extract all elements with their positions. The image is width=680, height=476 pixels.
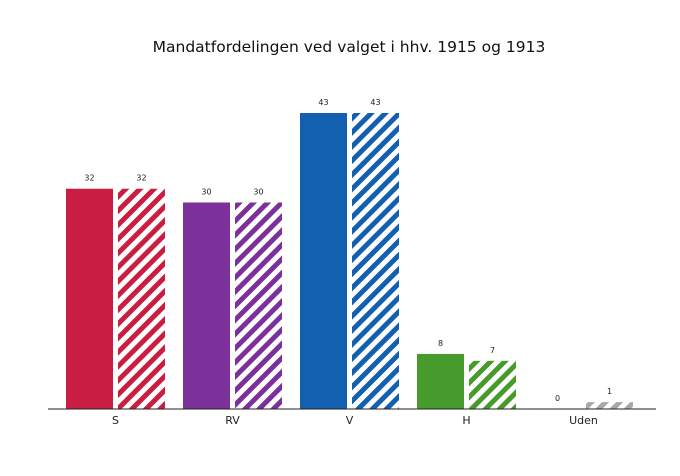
chart-title: Mandatfordelingen ved valget i hhv. 1915… — [153, 38, 546, 56]
value-label-h-solid: 8 — [438, 339, 443, 348]
category-labels-layer: S RV V H Uden — [112, 414, 598, 427]
bar-rv-hatched — [235, 202, 282, 409]
bar-h-solid — [417, 353, 464, 409]
value-label-rv-solid: 30 — [201, 187, 211, 196]
category-label-v: V — [346, 414, 354, 427]
value-label-s-solid: 32 — [84, 174, 94, 183]
value-label-v-solid: 43 — [318, 98, 328, 107]
bar-s-solid — [66, 188, 113, 409]
value-label-rv-hatched: 30 — [253, 187, 263, 196]
bar-s-hatched — [118, 188, 165, 409]
value-label-h-hatched: 7 — [490, 346, 495, 355]
value-labels-layer: 32 32 30 30 43 43 8 7 0 1 — [84, 98, 612, 403]
bar-v-solid — [300, 113, 347, 409]
value-label-s-hatched: 32 — [136, 174, 146, 183]
bar-uden-hatched — [586, 402, 633, 409]
bars-layer — [66, 113, 633, 409]
bar-h-hatched — [469, 360, 516, 409]
bar-rv-solid — [183, 202, 230, 409]
category-label-uden: Uden — [569, 414, 598, 427]
category-label-s: S — [112, 414, 119, 427]
bar-v-hatched — [352, 113, 399, 409]
category-label-h: H — [462, 414, 470, 427]
value-label-uden-solid: 0 — [555, 394, 560, 403]
category-label-rv: RV — [225, 414, 240, 427]
value-label-uden-hatched: 1 — [607, 387, 612, 396]
value-label-v-hatched: 43 — [370, 98, 380, 107]
